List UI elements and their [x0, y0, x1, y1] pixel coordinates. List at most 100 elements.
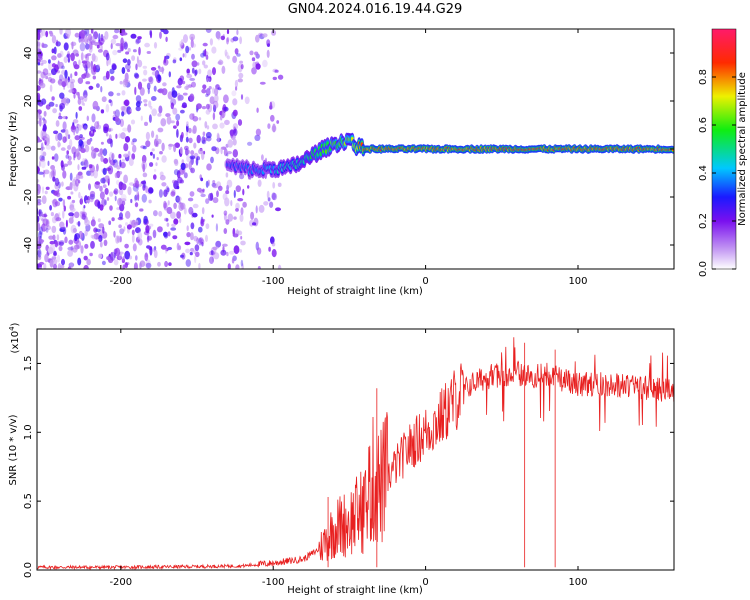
heatmap-cell: [234, 48, 239, 55]
heatmap-cell: [62, 136, 67, 144]
heatmap-cell: [263, 201, 269, 206]
heatmap-cell: [94, 181, 101, 185]
heatmap-cell: [78, 59, 81, 66]
heatmap-cell: [271, 192, 277, 200]
heatmap-cell: [238, 72, 244, 79]
heatmap-cell: [77, 171, 84, 179]
heatmap-cell: [157, 74, 161, 82]
heatmap-cell: [62, 210, 65, 219]
heatmap-cell: [167, 91, 173, 100]
heatmap-cell: [150, 105, 153, 110]
heatmap-cell: [131, 153, 136, 160]
heatmap-cell: [51, 216, 57, 224]
heatmap-cell: [108, 57, 111, 66]
heatmap-cell: [239, 214, 244, 222]
heatmap-cell: [123, 143, 129, 152]
heatmap-cell: [55, 103, 58, 108]
spectrogram-heatmap: [37, 29, 674, 269]
heatmap-cell: [121, 183, 127, 191]
heatmap-cell: [175, 195, 180, 203]
heatmap-cell: [90, 240, 95, 249]
heatmap-cell: [145, 131, 150, 141]
heatmap-cell: [51, 35, 57, 44]
heatmap-cell: [37, 48, 42, 56]
heatmap-cell: [155, 162, 158, 167]
heatmap-cell: [102, 184, 107, 189]
heatmap-cell: [232, 36, 239, 42]
heatmap-cell: [235, 185, 241, 193]
heatmap-cell: [123, 153, 129, 158]
heatmap-cell: [131, 229, 135, 236]
heatmap-cell: [170, 120, 175, 124]
heatmap-cell: [190, 43, 197, 48]
heatmap-cell: [256, 247, 262, 255]
heatmap-cell: [78, 96, 85, 100]
heatmap-cell: [269, 201, 274, 208]
heatmap-cell: [202, 131, 206, 137]
heatmap-cell: [42, 117, 45, 121]
heatmap-cell: [261, 154, 264, 161]
heatmap-cell: [91, 234, 97, 240]
heatmap-cell: [205, 131, 212, 139]
heatmap-cell: [94, 41, 99, 46]
heatmap-cell: [121, 200, 126, 206]
heatmap-cell: [141, 193, 147, 203]
heatmap-cell: [56, 191, 61, 198]
heatmap-cell: [180, 202, 186, 210]
heatmap-cell: [183, 34, 188, 44]
heatmap-cell: [192, 125, 197, 134]
heatmap-cell: [139, 262, 142, 269]
heatmap-cell: [257, 179, 262, 187]
snr-x-label: Height of straight line (km): [287, 585, 423, 596]
heatmap-cell: [158, 210, 163, 217]
heatmap-cell: [98, 238, 102, 242]
heatmap-cell: [44, 190, 48, 195]
heatmap-cell: [270, 114, 275, 122]
heatmap-cell: [70, 52, 75, 62]
heatmap-cell: [146, 82, 151, 90]
heatmap-cell: [57, 53, 62, 58]
heatmap-cell: [157, 88, 164, 94]
heatmap-cell: [118, 171, 123, 175]
heatmap-cell: [215, 223, 218, 232]
heatmap-cell: [182, 53, 185, 58]
heatmap-cell: [104, 187, 109, 195]
heatmap-cell: [196, 156, 200, 161]
y-tick-label: 0.0: [23, 562, 34, 578]
heatmap-cell: [190, 222, 195, 230]
heatmap-cell: [201, 88, 207, 94]
heatmap-cell: [70, 191, 74, 195]
heatmap-cell: [222, 193, 228, 201]
heatmap-cell: [142, 78, 147, 82]
heatmap-cell: [37, 202, 42, 206]
heatmap-cell: [134, 86, 137, 96]
heatmap-cell: [108, 91, 114, 97]
heatmap-cell: [256, 107, 259, 113]
heatmap-cell: [142, 163, 146, 173]
heatmap-cell: [71, 199, 76, 204]
heatmap-cell: [70, 207, 76, 212]
heatmap-cell: [217, 32, 221, 41]
heatmap-cell: [153, 174, 157, 180]
heatmap-cell: [157, 113, 162, 117]
heatmap-cell: [205, 109, 211, 115]
heatmap-cell: [221, 65, 226, 74]
heatmap-cell: [56, 39, 59, 46]
heatmap-cell: [103, 157, 109, 164]
heatmap-cell: [71, 125, 76, 130]
heatmap-cell: [255, 205, 258, 214]
heatmap-cell: [144, 252, 149, 262]
heatmap-cell: [176, 170, 181, 179]
heatmap-cell: [138, 46, 141, 56]
heatmap-cell: [48, 59, 51, 64]
heatmap-cell: [106, 197, 110, 201]
heatmap-cell: [91, 113, 96, 123]
heatmap-cell: [171, 223, 176, 227]
heatmap-cell: [182, 92, 188, 96]
heatmap-cell: [157, 261, 161, 267]
heatmap-cell: [59, 221, 65, 229]
heatmap-cell: [88, 85, 94, 90]
heatmap-cell: [183, 207, 187, 215]
heatmap-cell: [205, 180, 209, 188]
heatmap-cell: [39, 158, 46, 162]
